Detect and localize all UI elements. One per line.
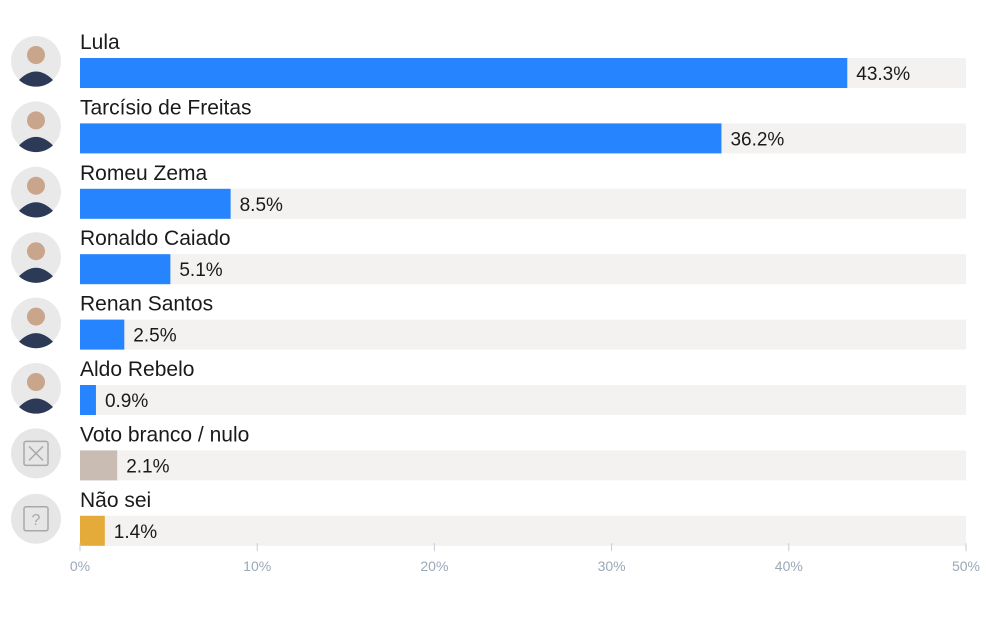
bar <box>80 450 118 481</box>
bar-row: Tarcísio de Freitas 36.2% <box>80 96 966 154</box>
bar-row: Romeu Zema 8.5% <box>80 162 966 219</box>
bar-track <box>80 385 966 415</box>
category-label: Renan Santos <box>80 293 213 316</box>
category-label: Voto branco / nulo <box>80 423 249 446</box>
x-tick-label: 40% <box>775 558 803 574</box>
value-label: 36.2% <box>730 129 784 150</box>
value-label: 1.4% <box>114 522 157 543</box>
bar-row: Lula 43.3% <box>80 31 966 88</box>
bar-track <box>80 515 966 546</box>
category-label: Tarcísio de Freitas <box>80 96 252 119</box>
candidate-photo-0 <box>11 36 61 87</box>
bar <box>80 188 231 219</box>
x-tick-label: 50% <box>952 558 980 574</box>
bar-row: Ronaldo Caiado 5.1% <box>80 227 966 285</box>
category-label: Romeu Zema <box>80 162 208 185</box>
bar <box>80 58 848 88</box>
category-label: Lula <box>80 31 120 54</box>
candidate-photo-2 <box>11 166 61 218</box>
value-label: 43.3% <box>856 64 910 85</box>
candidate-photo-5 <box>11 363 61 414</box>
x-tick-label: 30% <box>598 558 626 574</box>
bar-row: Renan Santos 2.5% <box>80 293 966 350</box>
candidate-photo-1 <box>11 101 61 153</box>
bar-track <box>80 319 966 350</box>
bar <box>80 123 722 154</box>
bar <box>80 319 125 350</box>
bar-row: Aldo Rebelo 0.9% <box>80 358 966 415</box>
category-label: Ronaldo Caiado <box>80 227 231 250</box>
x-tick-label: 10% <box>243 558 271 574</box>
bar-track <box>80 450 966 481</box>
candidate-photo-3 <box>11 232 61 283</box>
question-box-icon-7: ? <box>11 493 61 544</box>
x-tick-label: 0% <box>70 558 90 574</box>
category-label: Aldo Rebelo <box>80 358 194 381</box>
bar-row: Não sei 1.4% <box>80 489 966 546</box>
bar-track <box>80 254 966 285</box>
value-label: 2.5% <box>133 326 176 347</box>
value-label: 5.1% <box>179 260 222 281</box>
bar <box>80 385 96 415</box>
value-label: 8.5% <box>240 195 283 216</box>
category-label: Não sei <box>80 489 151 512</box>
x-box-icon-6 <box>11 428 61 479</box>
x-tick-label: 20% <box>420 558 448 574</box>
candidate-photo-4 <box>11 297 61 349</box>
svg-text:?: ? <box>32 512 41 529</box>
bar <box>80 515 105 546</box>
value-label: 0.9% <box>105 391 148 412</box>
bar <box>80 254 171 285</box>
value-label: 2.1% <box>126 456 169 477</box>
bar-row: Voto branco / nulo 2.1% <box>80 423 966 481</box>
